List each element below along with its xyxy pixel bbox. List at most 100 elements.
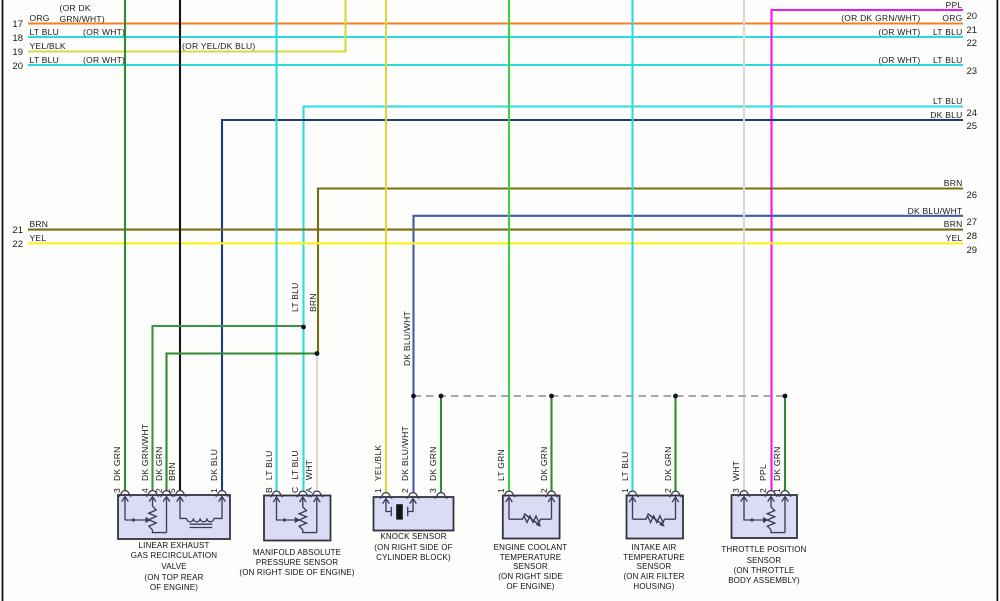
pin-label-tps-2: 2 PPL (758, 464, 768, 493)
tps-pin3-lead (743, 497, 764, 521)
right-terminal-number-24: 24 (966, 107, 978, 119)
pin-cavity-map (310, 490, 324, 498)
left-terminal-number-19: 19 (12, 47, 23, 59)
pin-wire-color: LT GRN (496, 448, 507, 481)
junction-dot (411, 393, 416, 399)
wire-alt-color-label: (OR WHT) (83, 54, 126, 65)
wire-color-label: LT BLU (29, 26, 60, 37)
wire-alt-color-label: (OR WHT) (878, 54, 921, 65)
pin-label-ect-1: 1 LT GRN (496, 449, 506, 493)
wire-26-brn (316, 187, 963, 353)
pin-number: 1 (209, 487, 220, 493)
pin-label-knock-2: 2 DK BLU/WHT (400, 426, 410, 493)
component-name-line: VALVE (161, 561, 187, 571)
pin-wire-color: DK GRN (538, 445, 549, 481)
pin-number: 2 (400, 487, 411, 493)
pin-wire-color: DK GRN/WHT (139, 423, 150, 481)
wire-20-ppl (770, 8, 963, 491)
egr-pin3-lead (124, 497, 146, 521)
junction-dot (301, 324, 306, 330)
pin-cavity-tps (737, 489, 751, 498)
pin-label-map-b: B LT BLU (264, 450, 274, 492)
component-name-line: SENSOR (746, 555, 782, 565)
pin-number: 1 (373, 487, 384, 493)
component-name-line: SENSOR (513, 562, 548, 572)
pin-wire-color: LT BLU (290, 449, 301, 480)
egr-pin-arrow (176, 495, 184, 502)
egr-pin5-lead (179, 497, 187, 520)
pin-cavity-ect (544, 490, 559, 498)
component-box-map (263, 494, 332, 542)
pin-wire-color: DK GRN (153, 445, 164, 481)
pin-number: 1 (772, 487, 783, 493)
right-terminal-number-27: 27 (966, 217, 978, 228)
tps-pin-arrow (740, 495, 748, 502)
component-name-line: PRESSURE SENSOR (255, 557, 339, 567)
left-terminal-number-22: 22 (12, 239, 23, 251)
pin-number: B (263, 486, 274, 493)
knock-pin-arrow (382, 497, 390, 504)
pin-number: 4 (139, 487, 150, 493)
right-terminal-number-29: 29 (966, 244, 978, 256)
pin-cavity-egr (159, 489, 174, 498)
pin-cavity-tps (764, 489, 778, 498)
left-terminal-number-20: 20 (12, 60, 23, 72)
pin-wire-color: WHT (731, 460, 742, 481)
knock-pin-arrow (409, 497, 417, 504)
map-pin-arrow (272, 495, 281, 503)
pin-cavity-iat (625, 490, 640, 498)
left-terminal-number-17: 17 (12, 19, 23, 31)
egr-potentiometer-resistor (147, 505, 158, 531)
pin-wire-color: DK GRN (662, 445, 673, 481)
pin-label-tps-3: 3 WHT (731, 460, 741, 492)
pin-cavity-knock (434, 491, 448, 500)
component-name-line: (ON THROTTLE (733, 565, 795, 575)
component-name-line: INTAKE AIR (631, 542, 677, 552)
map-pin-arrow (298, 495, 307, 503)
tps-pin-arrow (767, 495, 775, 502)
component-name-line: TEMPERATURE (623, 552, 685, 562)
egr-pin-arrow (121, 495, 129, 502)
component-caption-ect: ENGINE COOLANT TEMPERATURE SENSOR (ON RIGHT… (441, 543, 621, 592)
junction-dot (549, 393, 554, 399)
right-terminal-number-26: 26 (966, 189, 978, 201)
right-terminal-number-21: 21 (966, 24, 978, 36)
pin-number: 5 (167, 487, 178, 493)
pin-number: 2 (662, 487, 673, 493)
egr-pin-arrow (148, 495, 157, 502)
pin-wire-color: DK GRN (428, 445, 439, 481)
component-name-line: OF ENGINE) (506, 581, 555, 591)
wire-color-label: ORG (942, 13, 963, 24)
wire-27-dk-blu-wht (412, 214, 963, 493)
component-caption-iat: INTAKE AIR TEMPERATURE SENSOR (ON AIR FILTE… (564, 543, 744, 592)
map-resistor-bottom-lead (302, 529, 317, 534)
component-caption-egr: LINEAR EXHAUST GAS RECIRCULATION VALVE (ON … (84, 541, 264, 594)
pin-cavity-egr (145, 489, 160, 498)
right-terminal-number-28: 28 (966, 230, 978, 242)
egr-pin-arrow (218, 495, 226, 502)
wire-color-label: LT BLU (29, 54, 60, 65)
pin-wire-color: DK BLU (209, 448, 220, 481)
component-name-line: (ON RIGHT SIDE OF (374, 542, 453, 552)
pin-cavity-map (269, 490, 284, 498)
pin-wire-color: LT BLU (263, 450, 274, 480)
knock-pin1-lead (385, 499, 392, 517)
pin-number: 3 (112, 487, 123, 493)
wire-color-label: BRN (29, 219, 49, 230)
wire-alt-color-label: (OR WHT) (878, 26, 921, 37)
pin-label-egr-4: 4 DK GRN/WHT (140, 423, 150, 492)
knock-piezo-crystal (396, 504, 403, 520)
right-terminal-number-23: 23 (966, 66, 978, 77)
component-name-line: SENSOR (636, 562, 672, 572)
wire-color-label: BRN (943, 178, 963, 189)
iat-pin-arrow (671, 495, 680, 503)
component-name-line: HOUSING) (633, 581, 675, 591)
pin-label-egr-2: 2 DK GRN (154, 446, 164, 493)
knock-pin2-lead (407, 499, 414, 517)
right-terminal-number-22: 22 (966, 38, 978, 50)
component-caption-knock: KNOCK SENSOR (ON RIGHT SIDE OF CYLINDER BL… (324, 532, 504, 563)
pin-label-iat-2: 2 DK GRN (663, 446, 673, 493)
pin-label-knock-3: 3 DK GRN (428, 446, 438, 493)
pin-label-ect-2: 2 DK GRN (539, 446, 549, 493)
